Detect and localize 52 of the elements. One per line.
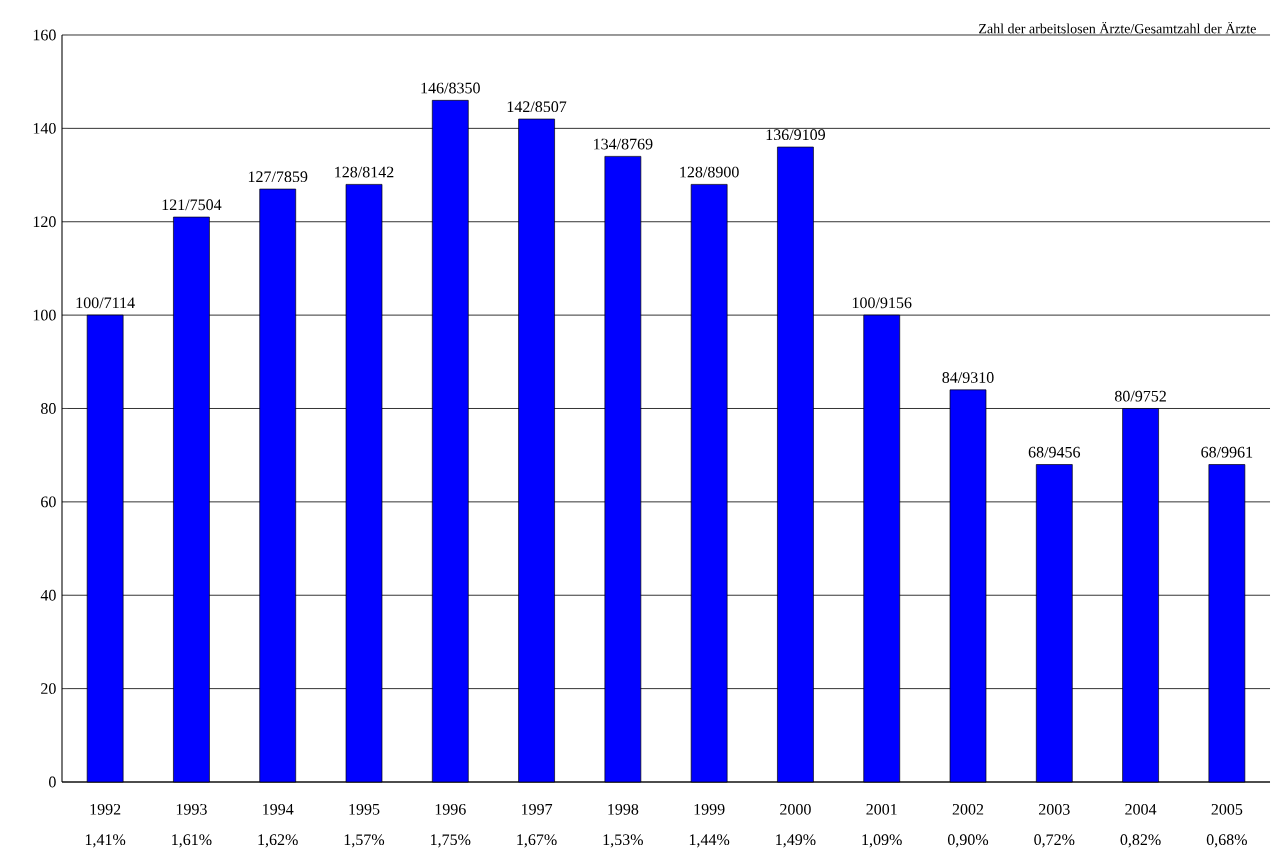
data-label: 127/7859 (248, 171, 308, 183)
data-label: 121/7504 (162, 199, 222, 211)
text: 1,49% (776, 834, 816, 848)
x-tick-label: 2001 (866, 804, 897, 815)
data-label: 100/9156 (852, 297, 912, 309)
data-label: 84/9310 (942, 372, 994, 384)
x-tick-label: 2000 (780, 804, 811, 815)
x-tick-label: 1994 (263, 804, 294, 815)
x-tick-label: 1999 (694, 804, 725, 815)
y-tick-label: 80 (41, 403, 56, 415)
text: 1,57% (344, 834, 385, 848)
data-label: 68/9961 (1201, 446, 1253, 458)
x-tick-label: 1996 (435, 804, 466, 815)
data-label: 136/9109 (766, 129, 825, 141)
text: 0,82% (1120, 834, 1161, 848)
x-tick-label: 2005 (1211, 804, 1243, 815)
text: 0,68% (1206, 834, 1247, 848)
text: 1,41% (85, 834, 126, 848)
x-tick-label: 2004 (1125, 804, 1157, 815)
x-tick-label: 2003 (1039, 804, 1070, 815)
data-label: 100/7114 (76, 297, 135, 309)
y-tick-label: 60 (41, 496, 56, 508)
data-label: 80/9752 (1114, 390, 1166, 402)
data-label: 134/8769 (594, 138, 653, 150)
text: 0,72% (1034, 834, 1075, 848)
text: 1,53% (603, 834, 643, 848)
data-label: 146/8350 (421, 82, 480, 94)
text: 1,61% (172, 834, 212, 848)
y-tick-label: 160 (33, 29, 56, 41)
y-tick-label: 40 (40, 589, 56, 601)
data-label: 68/9456 (1028, 446, 1081, 458)
text: 0,90% (947, 834, 989, 848)
text: 1,75% (431, 834, 471, 848)
y-tick-label: 140 (33, 123, 56, 134)
data-label: 142/8507 (507, 101, 567, 113)
y-tick-label: 120 (33, 216, 56, 228)
text: 1,67% (517, 834, 557, 848)
text: 1,09% (862, 834, 902, 848)
text: 1,62% (258, 834, 298, 848)
x-tick-label: 1995 (349, 804, 380, 815)
x-tick-label: 1992 (90, 804, 121, 815)
y-tick-label: 0 (49, 776, 56, 788)
chart-title: Zahl der arbeitslosen Ärzte/Gesamtzahl der Ärzte (979, 22, 1256, 34)
text: 1,44% (689, 834, 730, 848)
x-tick-label: 1998 (608, 804, 639, 815)
y-tick-label: 20 (41, 683, 56, 695)
data-label: 128/8142 (335, 166, 394, 178)
data-label: 128/8900 (680, 166, 739, 178)
y-tick-label: 100 (33, 309, 56, 321)
x-tick-label: 1997 (521, 804, 553, 815)
x-tick-label: 2002 (952, 804, 984, 815)
x-tick-label: 1993 (176, 804, 207, 815)
